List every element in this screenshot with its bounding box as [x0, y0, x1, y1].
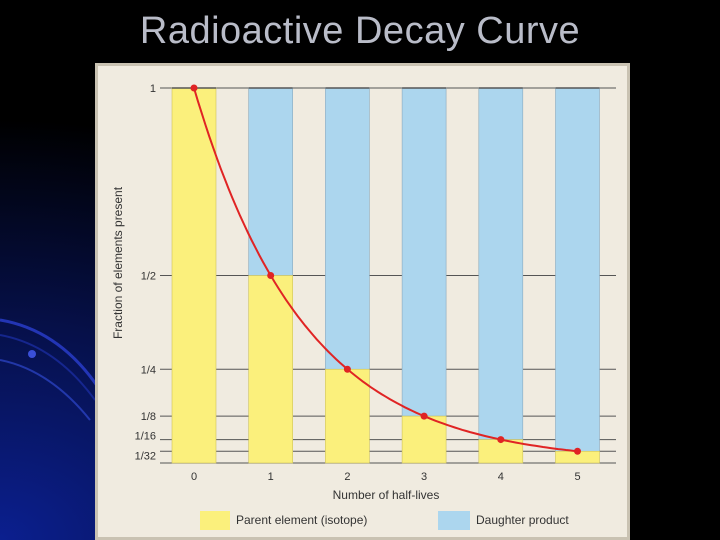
curve-point: [267, 272, 275, 279]
x-tick-label: 3: [421, 471, 427, 483]
x-axis-label: Number of half-lives: [333, 488, 440, 502]
bar-daughter: [401, 87, 447, 417]
bar-daughter: [325, 87, 370, 370]
curve-point: [343, 365, 351, 373]
decay-curve: [193, 87, 578, 453]
slide-title: Radioactive Decay Curve: [139, 10, 581, 52]
background-swoosh: [0, 318, 100, 421]
grid-layer: [160, 87, 616, 464]
bar-parent: [325, 368, 370, 464]
legend-label-daughter: Daughter product: [476, 513, 569, 527]
bar-parent: [171, 87, 217, 464]
x-tick-label: 1: [268, 471, 274, 483]
y-tick-label: 1: [150, 83, 156, 95]
curve-point: [574, 447, 581, 455]
curve-layer: [190, 84, 581, 455]
y-tick-label: 1/2: [141, 271, 156, 283]
x-tick-label: 5: [574, 471, 580, 483]
legend-swatch-daughter: [438, 511, 470, 530]
y-tick-label: 1/32: [135, 450, 156, 462]
bar-daughter: [248, 87, 293, 276]
y-tick-label: 1/8: [141, 411, 156, 423]
x-tick-label: 2: [344, 471, 350, 483]
x-tick-label: 0: [191, 471, 197, 483]
legend: Parent element (isotope) Daughter produc…: [200, 511, 569, 530]
curve-point: [420, 412, 428, 420]
curve-point: [190, 84, 198, 92]
bar-layer: [171, 87, 600, 464]
bar-daughter: [478, 87, 524, 440]
y-tick-label: 1/4: [141, 364, 156, 376]
y-tick-labels: 1 1/2 1/4 1/8 1/16 1/32: [135, 83, 156, 462]
x-tick-labels: 0 1 2 3 4 5: [191, 471, 581, 483]
curve-point: [497, 436, 505, 444]
y-tick-label: 1/16: [135, 431, 156, 443]
bar-parent: [401, 415, 447, 464]
bar-daughter: [555, 87, 600, 452]
chart-figure: 1 1/2 1/4 1/8 1/16 1/32 0 1 2 3 4 5 Fraction of el…: [95, 63, 630, 540]
decay-chart: 1 1/2 1/4 1/8 1/16 1/32 0 1 2 3 4 5 Fraction of el…: [111, 83, 616, 530]
y-axis-label: Fraction of elements present: [111, 186, 125, 339]
bar-parent: [248, 275, 293, 464]
legend-swatch-parent: [200, 511, 230, 530]
legend-label-parent: Parent element (isotope): [236, 513, 367, 527]
x-tick-label: 4: [498, 471, 504, 483]
